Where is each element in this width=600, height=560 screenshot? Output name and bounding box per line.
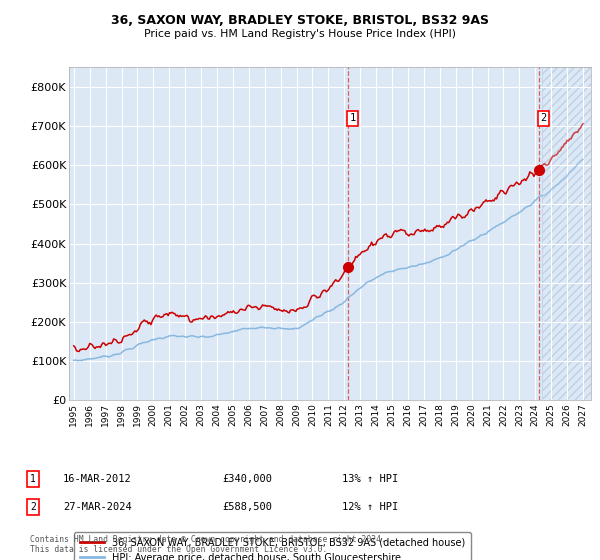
Text: 13% ↑ HPI: 13% ↑ HPI: [342, 474, 398, 484]
Legend: 36, SAXON WAY, BRADLEY STOKE, BRISTOL, BS32 9AS (detached house), HPI: Average p: 36, SAXON WAY, BRADLEY STOKE, BRISTOL, B…: [74, 532, 471, 560]
Text: £340,000: £340,000: [222, 474, 272, 484]
Text: £588,500: £588,500: [222, 502, 272, 512]
Text: 16-MAR-2012: 16-MAR-2012: [63, 474, 132, 484]
Text: 1: 1: [349, 113, 356, 123]
Text: Contains HM Land Registry data © Crown copyright and database right 2024.
This d: Contains HM Land Registry data © Crown c…: [30, 535, 386, 554]
Text: 1: 1: [30, 474, 36, 484]
Text: 27-MAR-2024: 27-MAR-2024: [63, 502, 132, 512]
Text: 2: 2: [30, 502, 36, 512]
Text: 36, SAXON WAY, BRADLEY STOKE, BRISTOL, BS32 9AS: 36, SAXON WAY, BRADLEY STOKE, BRISTOL, B…: [111, 14, 489, 27]
Text: 12% ↑ HPI: 12% ↑ HPI: [342, 502, 398, 512]
Text: Price paid vs. HM Land Registry's House Price Index (HPI): Price paid vs. HM Land Registry's House …: [144, 29, 456, 39]
Text: 2: 2: [541, 113, 547, 123]
